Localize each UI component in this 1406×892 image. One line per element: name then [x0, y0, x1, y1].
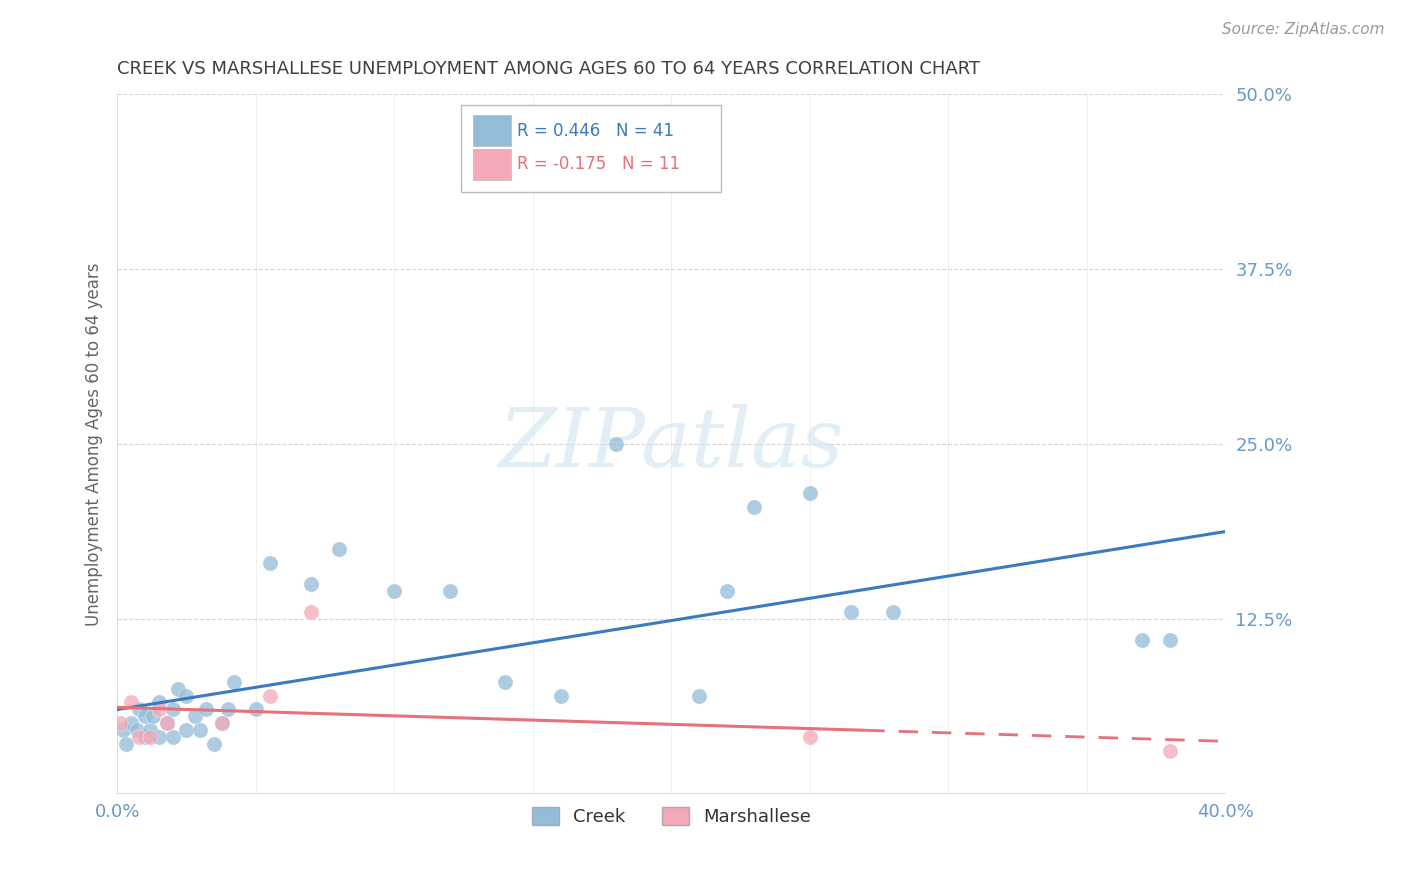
Point	[148, 731, 170, 745]
Point	[716, 583, 738, 598]
Point	[184, 709, 207, 723]
Point	[188, 723, 211, 738]
Point	[841, 605, 863, 619]
Point	[125, 723, 148, 738]
Point	[128, 702, 150, 716]
Point	[120, 696, 142, 710]
Point	[494, 674, 516, 689]
Point	[245, 702, 267, 716]
Point	[176, 689, 198, 703]
Point	[202, 738, 225, 752]
Point	[217, 702, 239, 716]
Point	[550, 689, 572, 703]
Text: Source: ZipAtlas.com: Source: ZipAtlas.com	[1222, 22, 1385, 37]
Point	[148, 696, 170, 710]
Point	[882, 605, 904, 619]
Point	[134, 709, 156, 723]
Point	[176, 723, 198, 738]
Point	[134, 731, 156, 745]
Point	[605, 437, 627, 451]
Point	[328, 541, 350, 556]
Point	[259, 689, 281, 703]
FancyBboxPatch shape	[472, 115, 510, 146]
Point	[1159, 632, 1181, 647]
Point	[799, 485, 821, 500]
Point	[1130, 632, 1153, 647]
Point	[120, 716, 142, 731]
Point	[114, 738, 136, 752]
Point	[162, 702, 184, 716]
Point	[167, 681, 190, 696]
Text: ZIPatlas: ZIPatlas	[499, 404, 844, 483]
Point	[139, 723, 162, 738]
Point	[222, 674, 245, 689]
Point	[211, 716, 233, 731]
FancyBboxPatch shape	[472, 149, 510, 179]
Point	[108, 716, 131, 731]
Point	[1159, 744, 1181, 758]
Point	[744, 500, 766, 514]
Point	[211, 716, 233, 731]
Point	[148, 702, 170, 716]
Point	[162, 731, 184, 745]
Point	[799, 731, 821, 745]
Point	[688, 689, 710, 703]
Point	[194, 702, 217, 716]
Text: CREEK VS MARSHALLESE UNEMPLOYMENT AMONG AGES 60 TO 64 YEARS CORRELATION CHART: CREEK VS MARSHALLESE UNEMPLOYMENT AMONG …	[117, 60, 980, 78]
Y-axis label: Unemployment Among Ages 60 to 64 years: Unemployment Among Ages 60 to 64 years	[86, 262, 103, 625]
Point	[156, 716, 179, 731]
Point	[439, 583, 461, 598]
FancyBboxPatch shape	[461, 105, 721, 193]
Point	[382, 583, 405, 598]
Point	[156, 716, 179, 731]
Text: R = -0.175   N = 11: R = -0.175 N = 11	[517, 155, 681, 173]
Point	[259, 556, 281, 570]
Point	[299, 605, 322, 619]
Point	[299, 576, 322, 591]
Text: R = 0.446   N = 41: R = 0.446 N = 41	[517, 122, 675, 140]
Point	[128, 731, 150, 745]
Legend: Creek, Marshallese: Creek, Marshallese	[524, 799, 818, 833]
Point	[111, 723, 134, 738]
Point	[142, 709, 165, 723]
Point	[139, 731, 162, 745]
